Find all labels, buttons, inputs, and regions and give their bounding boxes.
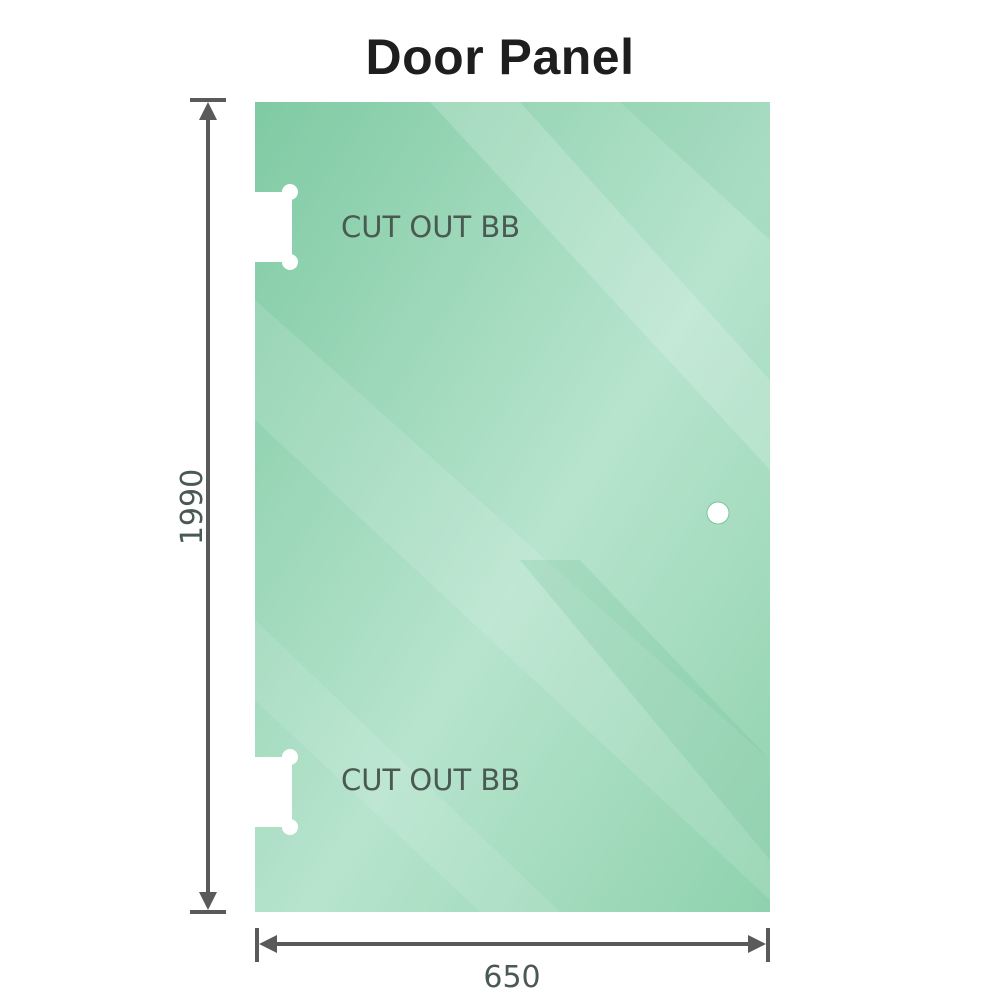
cutout-bottom: [250, 749, 298, 835]
cutout-top-label: CUT OUT BB: [341, 210, 520, 244]
cutout-bottom-label: CUT OUT BB: [341, 763, 520, 797]
glass-panel: [255, 102, 770, 912]
cutout-top: [250, 184, 298, 270]
diagram-title: Door Panel: [365, 29, 635, 85]
height-dimension-label: 1990: [175, 469, 210, 545]
height-dimension-arrow: [190, 98, 226, 914]
width-dimension-label: 650: [483, 960, 540, 995]
glass-reflections: [255, 102, 770, 912]
handle-hole: [706, 501, 730, 525]
width-dimension-arrow: [255, 928, 770, 962]
